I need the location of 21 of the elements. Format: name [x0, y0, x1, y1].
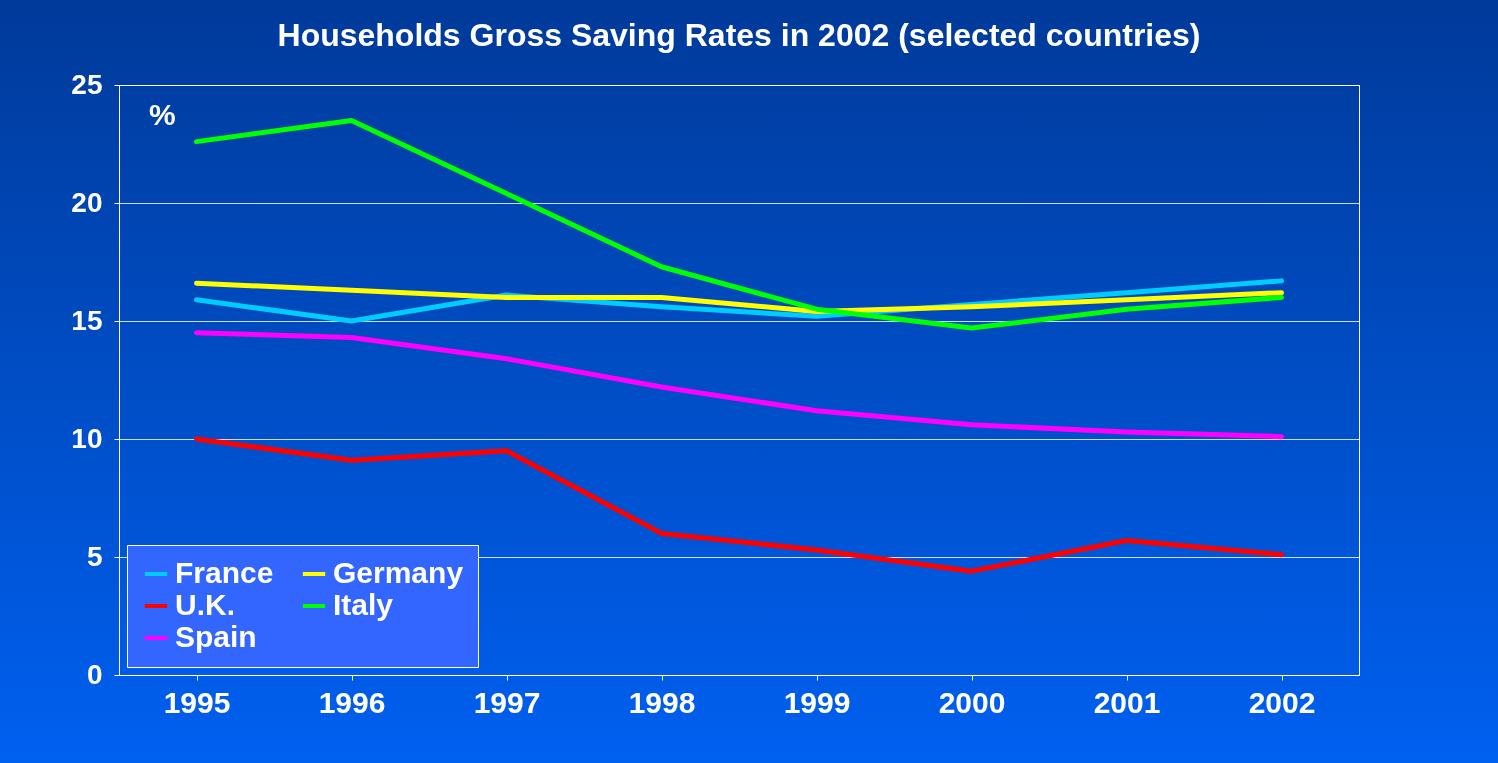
- legend-label: Germany: [333, 556, 464, 589]
- y-tick-label: 25: [71, 68, 103, 100]
- x-tick-label: 1998: [628, 685, 696, 719]
- y-tick-label: 5: [86, 540, 103, 572]
- legend-label: Spain: [175, 620, 257, 653]
- x-tick-label: 2001: [1093, 685, 1161, 719]
- legend-label: France: [175, 556, 274, 589]
- y-tick-label: 10: [71, 422, 103, 454]
- x-tick-label: 1995: [163, 685, 231, 719]
- legend-label: Italy: [333, 588, 394, 621]
- x-tick-label: 1996: [318, 685, 386, 719]
- x-tick-label: 2002: [1248, 685, 1316, 719]
- x-tick-label: 1999: [783, 685, 851, 719]
- y-tick-label: 15: [71, 304, 103, 336]
- legend-label: U.K.: [175, 588, 235, 621]
- x-tick-label: 2000: [938, 685, 1006, 719]
- x-tick-label: 1997: [473, 685, 541, 719]
- y-tick-label: 0: [86, 658, 103, 690]
- chart-title: Households Gross Saving Rates in 2002 (selected countries): [277, 17, 1201, 53]
- y-tick-label: 20: [71, 186, 103, 218]
- annotation: %: [149, 98, 176, 131]
